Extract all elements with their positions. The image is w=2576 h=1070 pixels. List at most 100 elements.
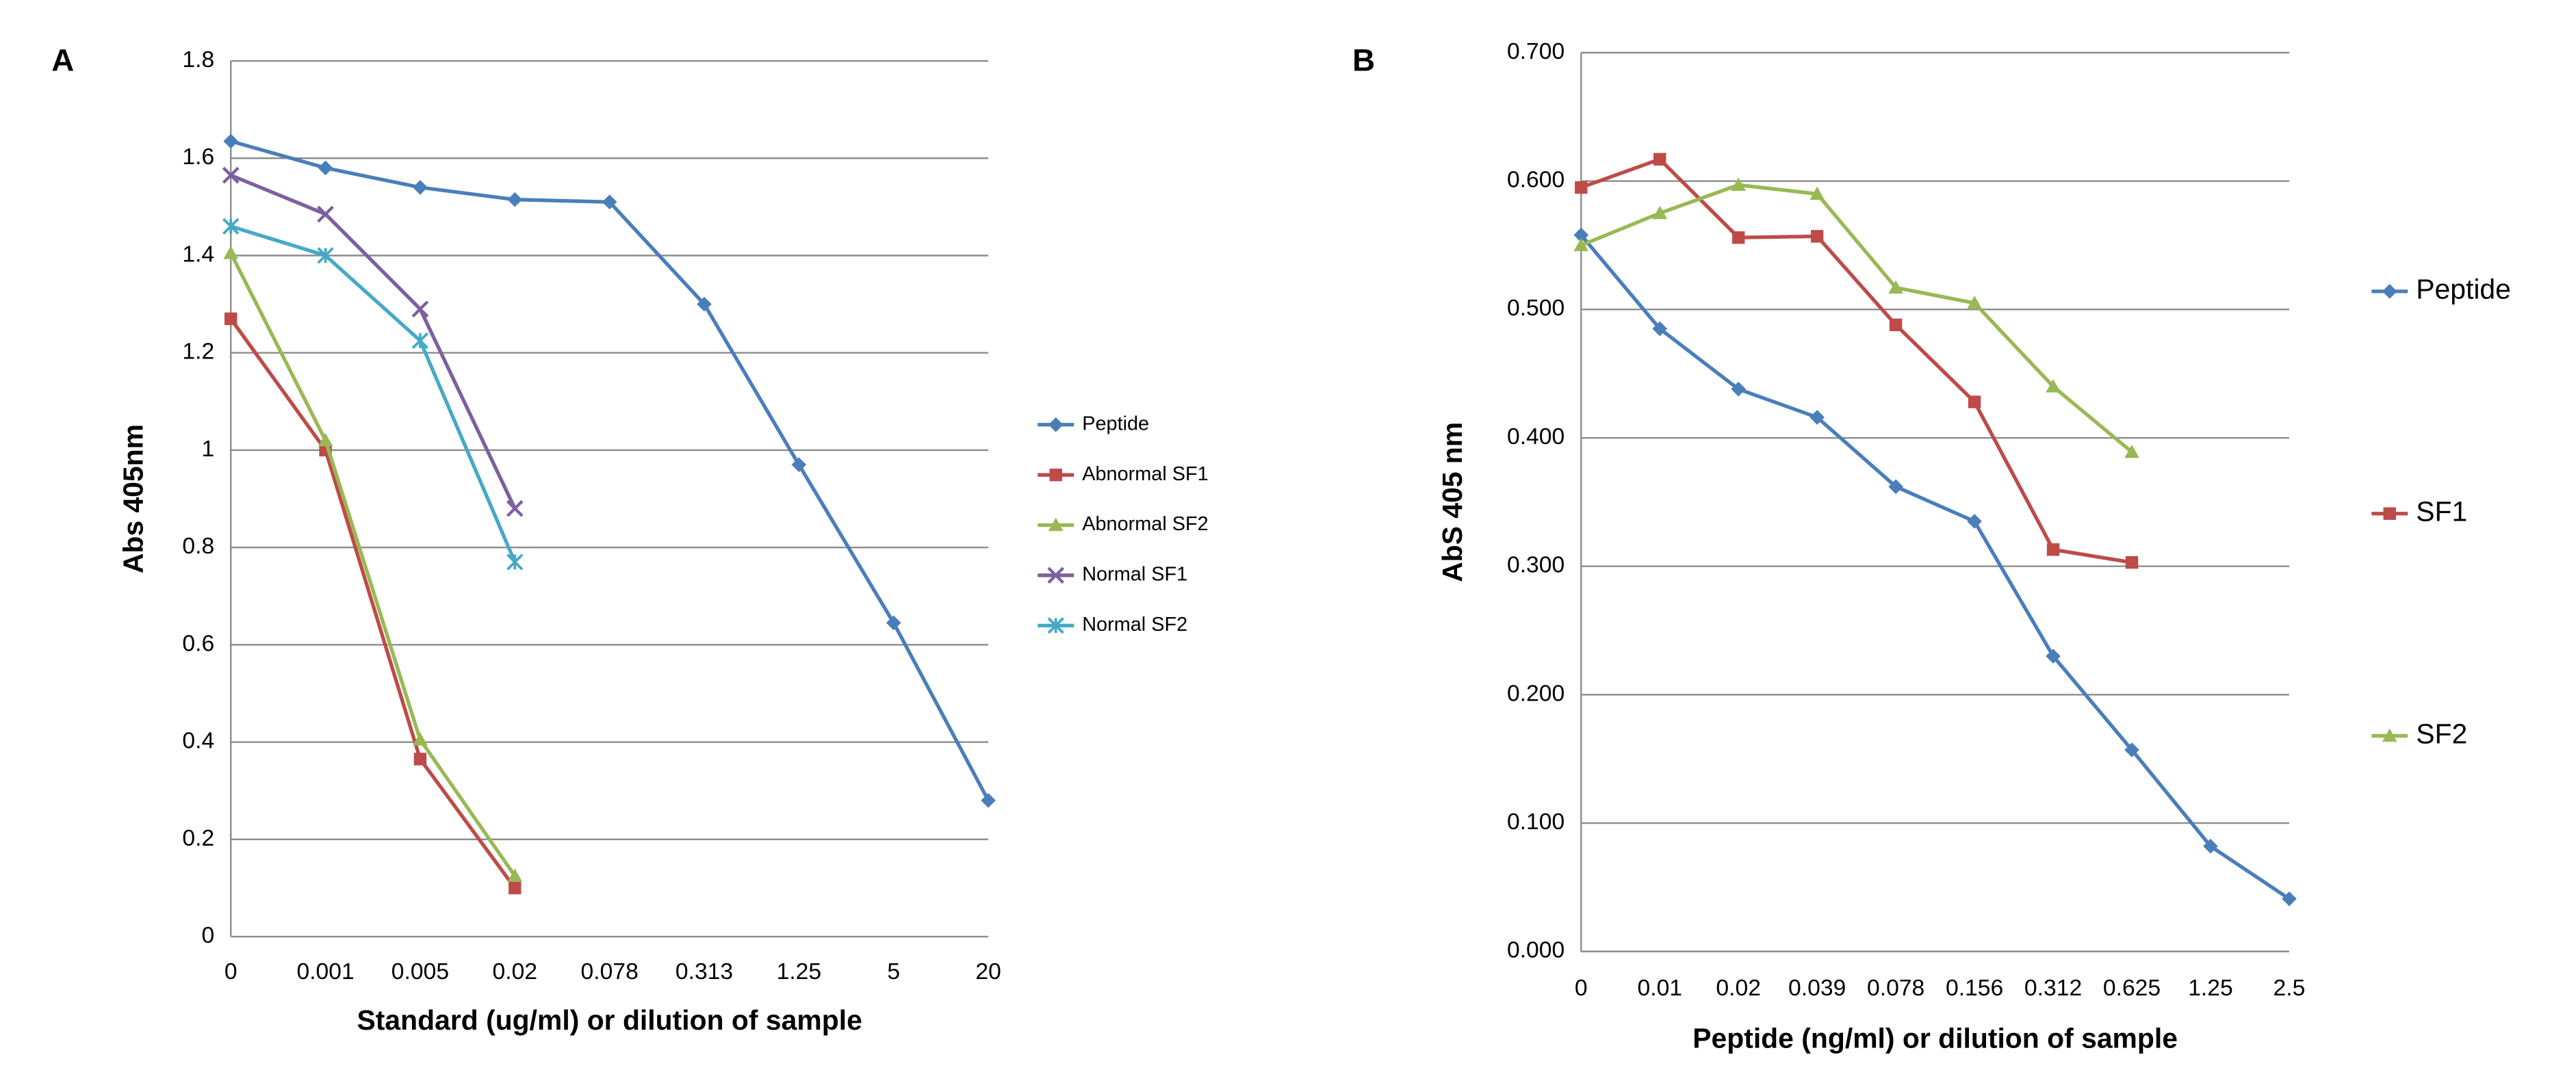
y-tick-label: 1.8	[182, 47, 214, 73]
x-tick-label: 0.01	[1637, 976, 1682, 1001]
y-tick-label: 1.2	[182, 339, 214, 365]
y-tick-label: 0.400	[1507, 424, 1564, 449]
legend-label: Peptide	[2416, 274, 2511, 305]
marker	[1731, 381, 1747, 397]
marker	[2046, 543, 2060, 556]
marker	[317, 247, 334, 264]
x-tick-label: 0.625	[2103, 976, 2161, 1001]
y-axis-label: Abs 405nm	[117, 424, 149, 573]
series-line	[1580, 157, 2133, 564]
marker	[508, 881, 521, 895]
series-line	[230, 224, 517, 563]
marker	[413, 753, 427, 766]
marker	[2382, 728, 2397, 742]
marker	[1809, 410, 1825, 425]
marker	[1049, 468, 1062, 482]
y-tick-label: 1	[201, 436, 214, 462]
x-tick-label: 0.001	[296, 959, 354, 984]
marker	[1652, 205, 1668, 220]
x-tick-label: 0.02	[1716, 976, 1761, 1001]
marker	[1889, 318, 1903, 332]
marker	[318, 432, 333, 447]
y-tick-label: 0.500	[1507, 296, 1564, 321]
series-line	[1580, 233, 2291, 901]
legend-label: SF1	[2416, 496, 2467, 527]
marker	[1652, 321, 1668, 337]
series-line	[1580, 183, 2133, 454]
marker	[507, 868, 523, 882]
legend-label: Peptide	[1082, 413, 1149, 434]
marker	[2383, 507, 2396, 520]
x-tick-label: 0.078	[581, 959, 639, 984]
marker	[1573, 227, 1589, 243]
marker	[1732, 231, 1745, 244]
marker	[318, 160, 333, 176]
y-tick-label: 0.6	[182, 631, 214, 656]
panel-label: A	[51, 43, 74, 78]
marker	[506, 553, 524, 571]
legend-label: Normal SF1	[1082, 564, 1187, 586]
marker	[223, 246, 239, 259]
marker	[791, 457, 807, 473]
y-axis-label: AbS 405 nm	[1437, 422, 1468, 582]
x-tick-label: 0	[1575, 976, 1588, 1001]
legend-label: Abnormal SF1	[1082, 463, 1208, 485]
marker	[506, 499, 524, 517]
x-tick-label: 0.313	[675, 959, 733, 984]
marker	[317, 205, 334, 223]
marker	[222, 218, 240, 235]
marker	[2046, 379, 2061, 393]
marker	[2125, 556, 2139, 569]
x-tick-label: 0.005	[391, 959, 449, 984]
y-tick-label: 0.8	[182, 534, 214, 559]
y-tick-label: 0.300	[1507, 553, 1564, 578]
y-tick-label: 0.2	[182, 826, 214, 851]
x-tick-label: 2.5	[2274, 976, 2306, 1001]
marker	[1573, 237, 1589, 252]
y-tick-label: 0.700	[1507, 39, 1564, 64]
legend-label: Normal SF2	[1082, 614, 1187, 636]
y-tick-label: 0.000	[1507, 938, 1564, 963]
marker	[222, 166, 240, 184]
panel-label: B	[1352, 43, 1375, 78]
x-tick-label: 0.039	[1788, 976, 1846, 1001]
y-tick-label: 0.200	[1507, 681, 1564, 706]
y-tick-label: 1.4	[182, 242, 214, 267]
marker	[1653, 153, 1666, 166]
x-axis-label: Peptide (ng/ml) or dilution of sample	[1692, 1022, 2178, 1054]
series-line	[230, 173, 517, 510]
legend-label: SF2	[2416, 718, 2467, 749]
y-tick-label: 0.600	[1507, 168, 1564, 193]
marker	[411, 300, 429, 318]
marker	[411, 332, 429, 350]
marker	[2124, 444, 2139, 458]
marker	[1047, 617, 1064, 634]
x-tick-label: 20	[975, 959, 1001, 984]
marker	[1968, 395, 1981, 408]
marker	[2124, 742, 2139, 757]
y-tick-label: 1.6	[182, 144, 214, 170]
marker	[886, 615, 901, 631]
y-tick-label: 0.100	[1507, 809, 1564, 835]
marker	[2282, 891, 2297, 906]
marker	[1809, 186, 1825, 200]
marker	[1048, 517, 1064, 532]
marker	[1888, 479, 1903, 495]
marker	[413, 180, 428, 195]
marker	[1575, 181, 1588, 194]
series-line	[229, 317, 517, 889]
legend-label: Abnormal SF2	[1082, 513, 1208, 535]
marker	[2382, 284, 2397, 299]
y-tick-label: 0	[201, 923, 214, 948]
y-tick-label: 0.4	[182, 729, 214, 754]
x-tick-label: 0.02	[493, 959, 538, 984]
x-tick-label: 0.312	[2024, 976, 2082, 1001]
x-tick-label: 1.25	[777, 959, 822, 984]
marker	[1967, 514, 1982, 529]
series-line	[229, 252, 517, 877]
marker	[1967, 296, 1982, 309]
x-axis-label: Standard (ug/ml) or dilution of sample	[357, 1004, 862, 1036]
marker	[1810, 230, 1824, 243]
